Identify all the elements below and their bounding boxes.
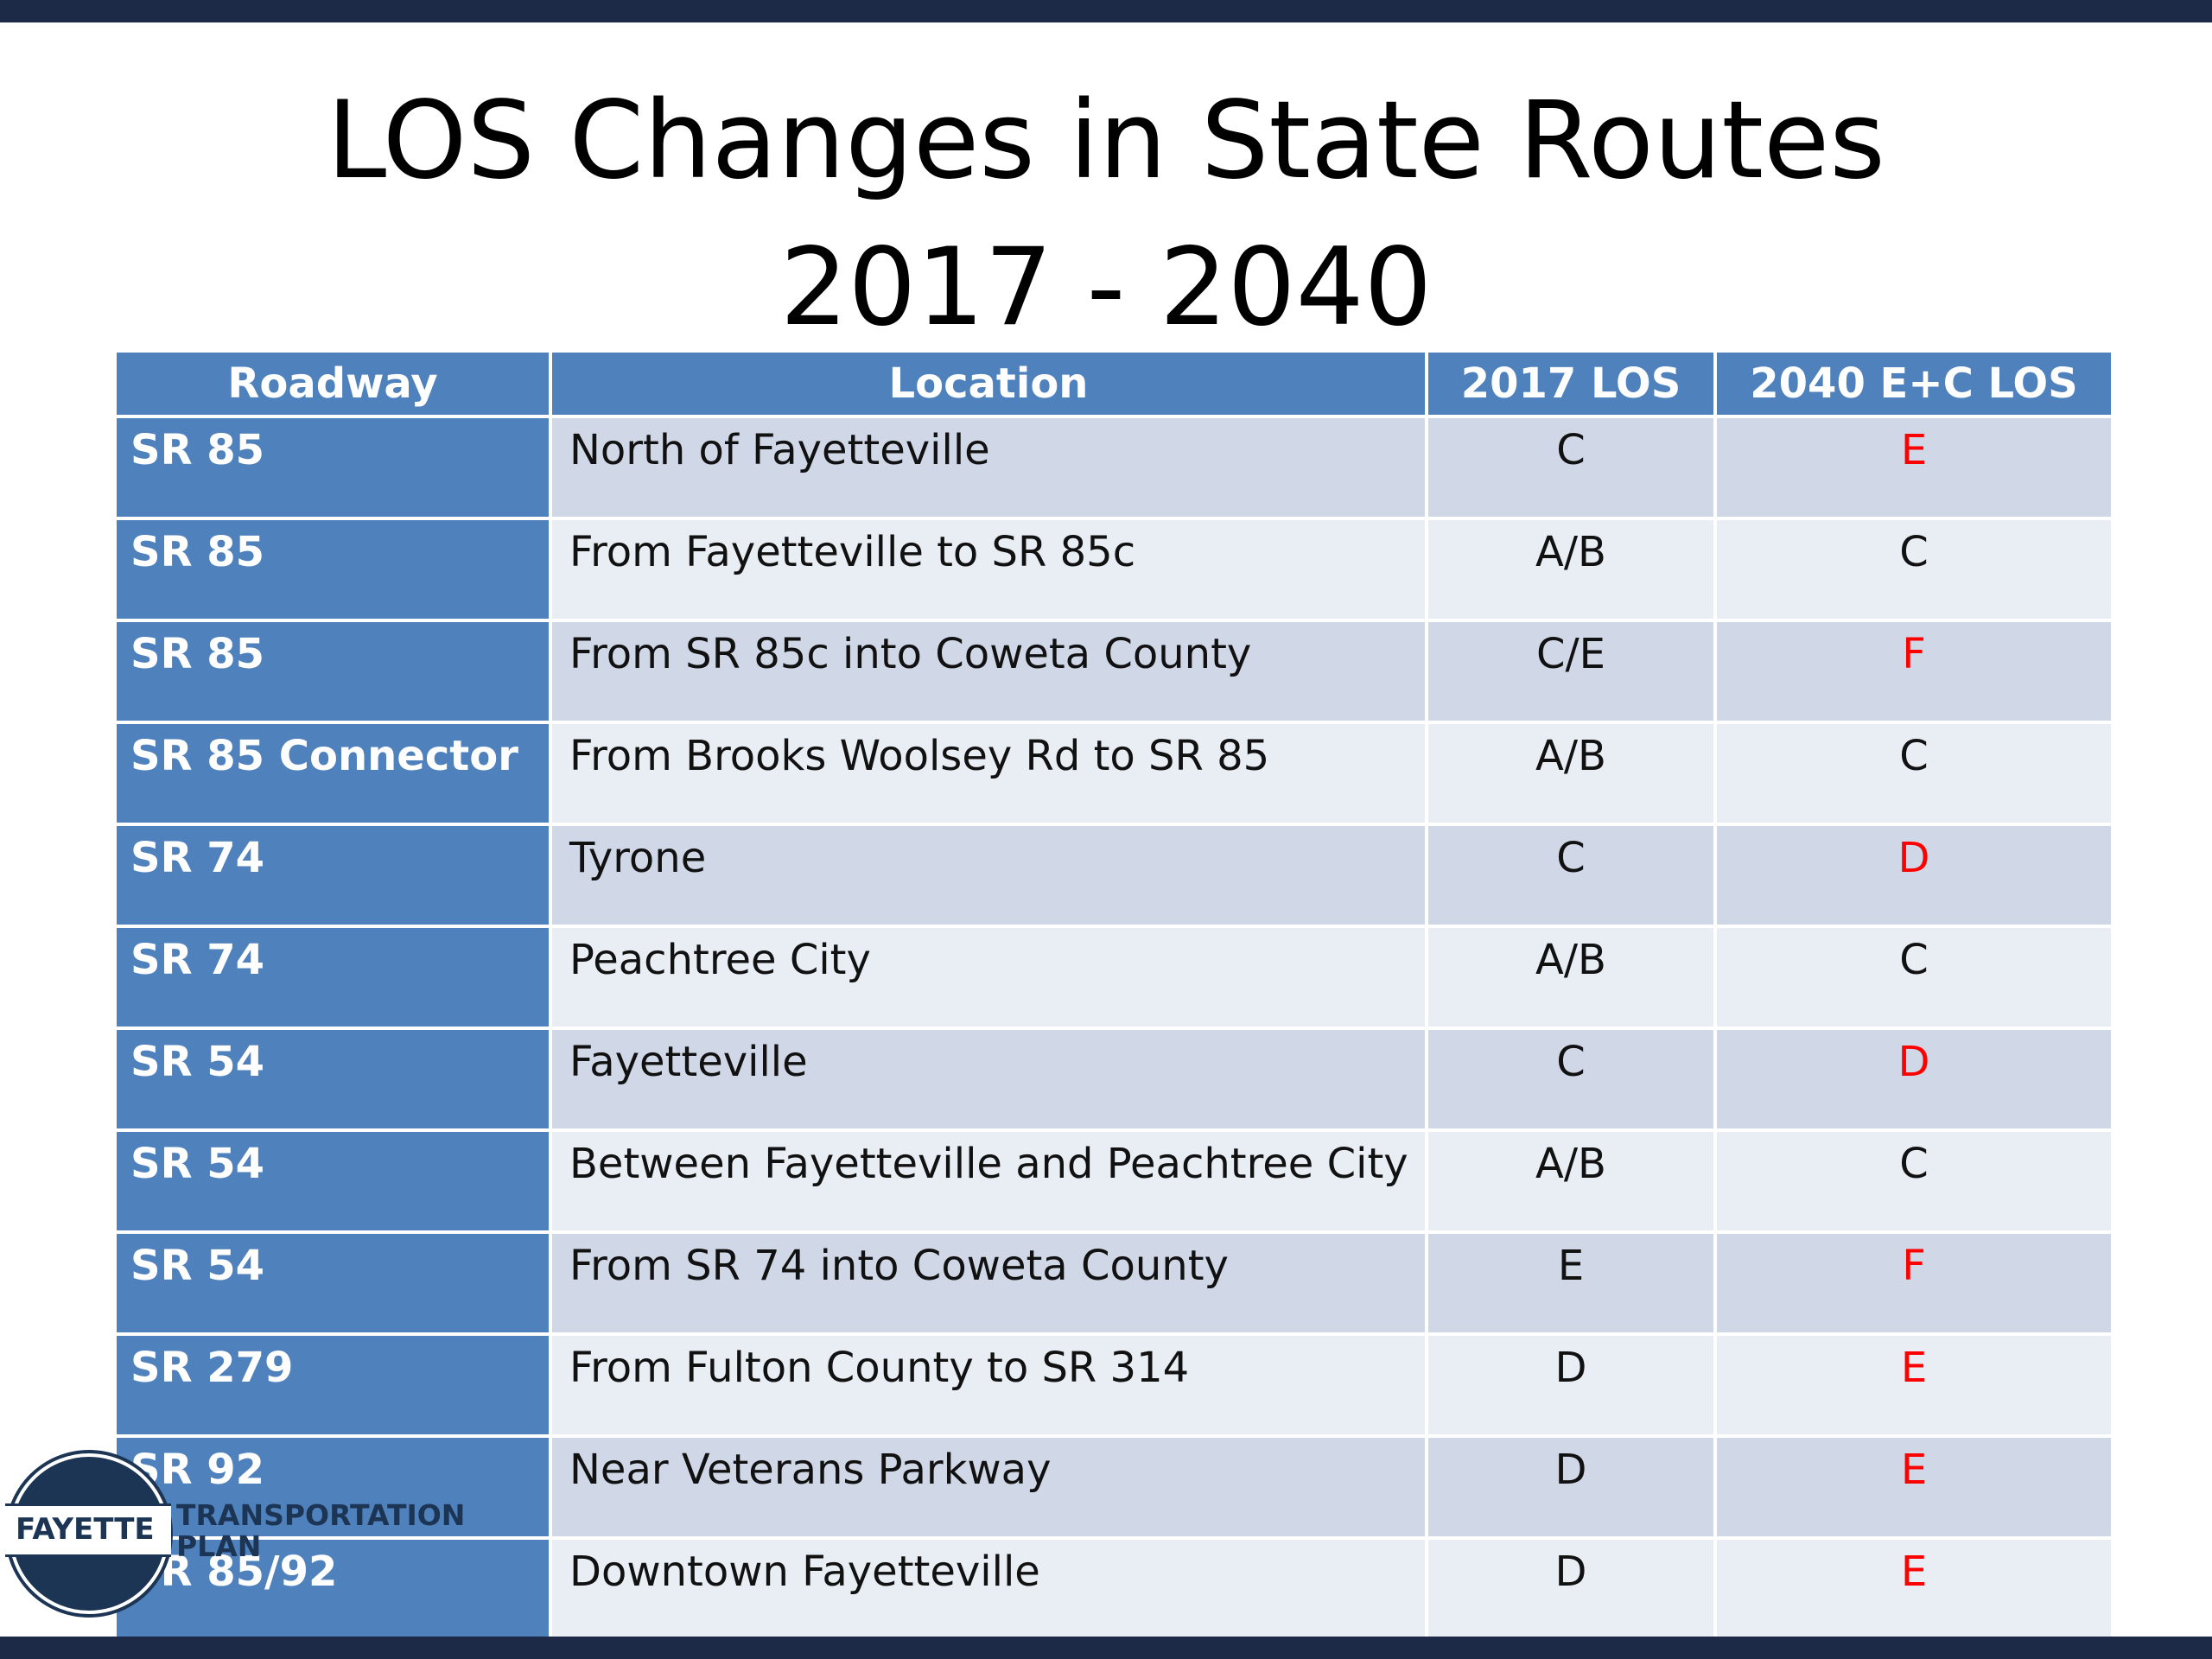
table-row: SR 85 From SR 85c into Coweta County C/E F (117, 622, 2111, 721)
los-2040-cell: C (1717, 1132, 2111, 1230)
table-row: SR 74 Peachtree City A/B C (117, 928, 2111, 1027)
location-cell: From Fayetteville to SR 85c (552, 520, 1425, 619)
logo-word: FAYETTE (16, 1512, 155, 1547)
los-2017-cell: D (1428, 1540, 1713, 1638)
roadway-cell: SR 92 (117, 1438, 549, 1536)
location-cell: Peachtree City (552, 928, 1425, 1027)
roadway-cell: SR 74 (117, 826, 549, 925)
los-2040-cell: D (1717, 826, 2111, 925)
table-row: SR 92 Near Veterans Parkway D E (117, 1438, 2111, 1536)
los-2040-cell: F (1717, 622, 2111, 721)
slide-title: LOS Changes in State Routes 2017 - 2040 (0, 67, 2212, 361)
roadway-cell: SR 54 (117, 1030, 549, 1128)
los-2040-cell: C (1717, 928, 2111, 1027)
fayette-transportation-plan-logo: FAYETTE TRANSPORTATION PLAN (5, 1450, 489, 1614)
top-rule (0, 0, 2212, 22)
los-2040-cell: C (1717, 520, 2111, 619)
los-2040-cell: E (1717, 1438, 2111, 1536)
los-2017-cell: D (1428, 1336, 1713, 1434)
los-2017-cell: D (1428, 1438, 1713, 1536)
table-row: SR 85 Connector From Brooks Woolsey Rd to… (117, 724, 2111, 823)
los-table: Roadway Location 2017 LOS 2040 E+C LOS S… (113, 349, 2114, 1642)
table-row: SR 74 Tyrone C D (117, 826, 2111, 925)
los-2017-cell: A/B (1428, 520, 1713, 619)
title-line-2: 2017 - 2040 (779, 226, 1433, 350)
roadway-cell: SR 54 (117, 1132, 549, 1230)
los-2017-cell: A/B (1428, 1132, 1713, 1230)
location-cell: Near Veterans Parkway (552, 1438, 1425, 1536)
table-row: SR 85 North of Fayetteville C E (117, 418, 2111, 517)
table-row: SR 54 From SR 74 into Coweta County E F (117, 1234, 2111, 1332)
bottom-rule (0, 1637, 2212, 1659)
header-2040-los: 2040 E+C LOS (1717, 353, 2111, 415)
location-cell: Downtown Fayetteville (552, 1540, 1425, 1638)
roadway-cell: SR 74 (117, 928, 549, 1027)
table-row: SR 85 From Fayetteville to SR 85c A/B C (117, 520, 2111, 619)
los-2040-cell: E (1717, 1540, 2111, 1638)
logo-subtitle-line-2: PLAN (176, 1529, 262, 1563)
table-header-row: Roadway Location 2017 LOS 2040 E+C LOS (117, 353, 2111, 415)
location-cell: From SR 85c into Coweta County (552, 622, 1425, 721)
los-2017-cell: C (1428, 1030, 1713, 1128)
location-cell: Fayetteville (552, 1030, 1425, 1128)
roadway-cell: SR 85 (117, 520, 549, 619)
roadway-cell: SR 85 (117, 622, 549, 721)
roadway-cell: SR 279 (117, 1336, 549, 1434)
roadway-cell: SR 85 Connector (117, 724, 549, 823)
location-cell: Tyrone (552, 826, 1425, 925)
location-cell: Between Fayetteville and Peachtree City (552, 1132, 1425, 1230)
location-cell: From Fulton County to SR 314 (552, 1336, 1425, 1434)
roadway-cell: SR 85 (117, 418, 549, 517)
table-row: SR 54 Between Fayetteville and Peachtree … (117, 1132, 2111, 1230)
logo-subtitle: TRANSPORTATION PLAN (176, 1500, 465, 1562)
roadway-cell: SR 54 (117, 1234, 549, 1332)
los-2040-cell: F (1717, 1234, 2111, 1332)
table-row: SR 54 Fayetteville C D (117, 1030, 2111, 1128)
header-roadway: Roadway (117, 353, 549, 415)
table-row: SR 279 From Fulton County to SR 314 D E (117, 1336, 2111, 1434)
header-location: Location (552, 353, 1425, 415)
location-cell: North of Fayetteville (552, 418, 1425, 517)
los-2017-cell: A/B (1428, 928, 1713, 1027)
location-cell: From SR 74 into Coweta County (552, 1234, 1425, 1332)
logo-subtitle-line-1: TRANSPORTATION (176, 1498, 466, 1532)
table-row: SR 85/92 Downtown Fayetteville D E (117, 1540, 2111, 1638)
los-2040-cell: D (1717, 1030, 2111, 1128)
los-2017-cell: C (1428, 826, 1713, 925)
los-2040-cell: E (1717, 1336, 2111, 1434)
los-2017-cell: C/E (1428, 622, 1713, 721)
los-2017-cell: A/B (1428, 724, 1713, 823)
header-2017-los: 2017 LOS (1428, 353, 1713, 415)
los-2017-cell: C (1428, 418, 1713, 517)
los-2040-cell: E (1717, 418, 2111, 517)
logo-band (5, 1503, 171, 1557)
title-line-1: LOS Changes in State Routes (327, 79, 1885, 203)
roadway-cell: SR 85/92 (117, 1540, 549, 1638)
los-2040-cell: C (1717, 724, 2111, 823)
location-cell: From Brooks Woolsey Rd to SR 85 (552, 724, 1425, 823)
los-2017-cell: E (1428, 1234, 1713, 1332)
